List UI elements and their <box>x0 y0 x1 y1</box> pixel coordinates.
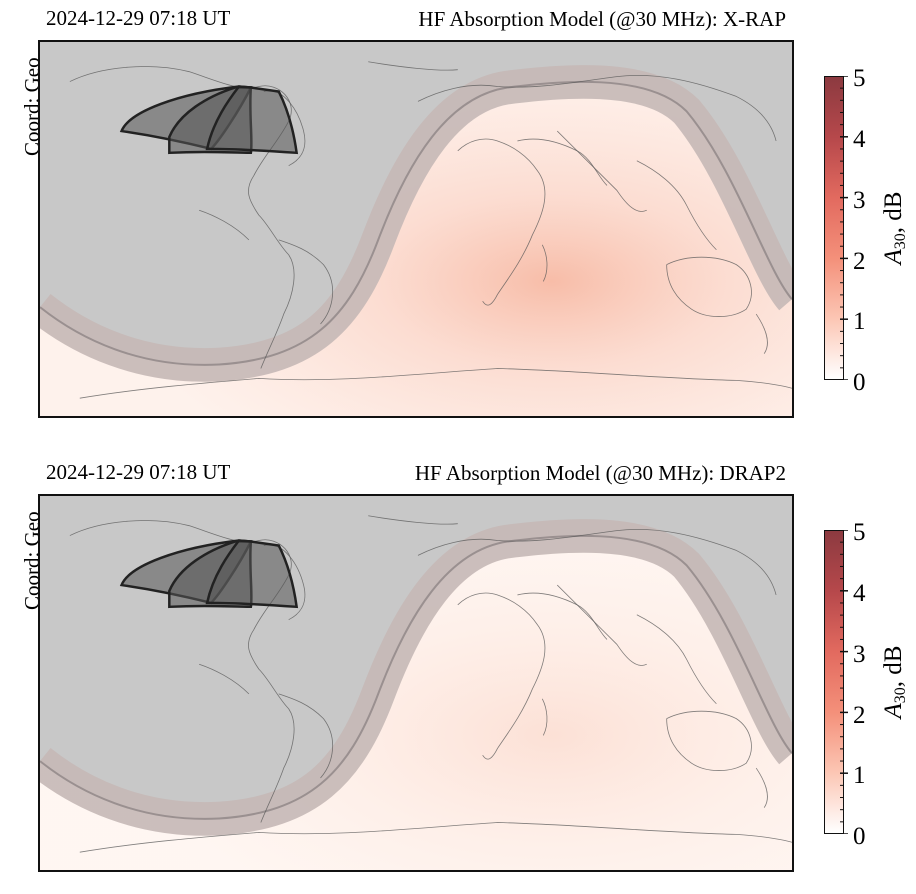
colorbar-title: A30, dB <box>880 645 909 719</box>
timestamp: 2024-12-29 07:18 UT <box>46 460 231 484</box>
colorbar <box>824 76 844 380</box>
colorbar-tick-label-5: 5 <box>853 519 866 546</box>
timestamp: 2024-12-29 07:18 UT <box>46 6 231 30</box>
colorbar-tick-label-1: 1 <box>853 308 866 335</box>
coastlines <box>69 61 792 399</box>
colorbar-tick-label-3: 3 <box>853 641 866 668</box>
colorbar-tick-label-0: 0 <box>853 369 866 396</box>
panel-xrap: 2024-12-29 07:18 UT HF Absorption Model … <box>0 0 916 440</box>
colorbar-tick-label-3: 3 <box>853 187 866 214</box>
coastlines <box>69 515 792 853</box>
colorbar-tick-label-2: 2 <box>853 702 866 729</box>
radar-fans <box>119 85 299 155</box>
radar-fan-3 <box>205 85 299 155</box>
colorbar-tick-label-5: 5 <box>853 65 866 92</box>
colorbar-tick-label-0: 0 <box>853 823 866 850</box>
panel-title: HF Absorption Model (@30 MHz): DRAP2 <box>414 461 786 485</box>
map-svg <box>40 42 792 416</box>
terminator-line <box>40 534 792 820</box>
colorbar-tick-label-2: 2 <box>853 248 866 275</box>
radar-fans <box>119 539 299 609</box>
colorbar-ticks <box>840 530 848 834</box>
panel-title: HF Absorption Model (@30 MHz): X-RAP <box>418 7 786 31</box>
colorbar-ticks <box>840 76 848 380</box>
terminator-line <box>40 80 792 366</box>
map-plot[interactable] <box>38 494 794 872</box>
colorbar-tick-label-4: 4 <box>853 580 866 607</box>
panel-drap2: 2024-12-29 07:18 UT HF Absorption Model … <box>0 454 916 894</box>
radar-fan-3 <box>205 539 299 609</box>
colorbar-tick-label-1: 1 <box>853 762 866 789</box>
map-svg <box>40 496 792 870</box>
map-plot[interactable] <box>38 40 794 418</box>
colorbar-title: A30, dB <box>880 191 909 265</box>
colorbar-tick-label-4: 4 <box>853 126 866 153</box>
colorbar <box>824 530 844 834</box>
